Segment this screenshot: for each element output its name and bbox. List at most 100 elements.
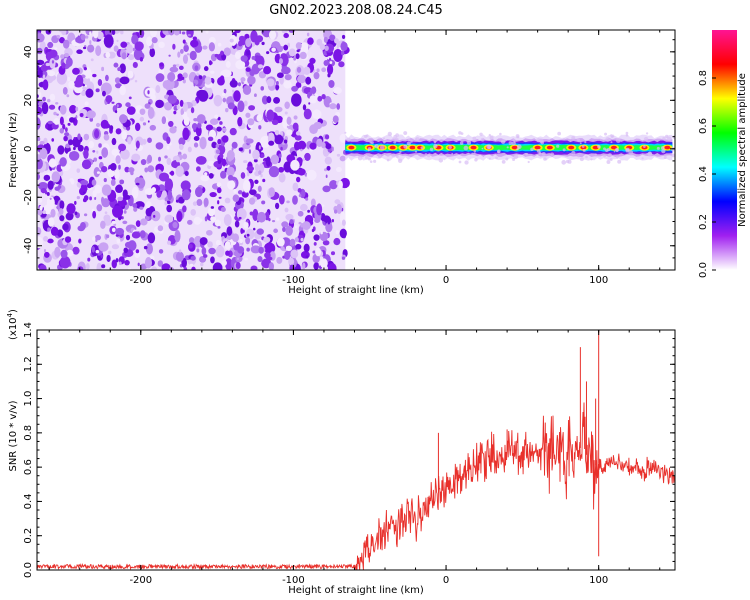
noise-speck [95,45,102,57]
noise-speck [331,218,335,223]
noise-speck [260,86,265,91]
noise-speck [119,114,128,124]
noise-speck [102,90,106,97]
noise-speck [179,48,184,54]
noise-speck [219,75,225,82]
noise-speck [317,95,323,102]
noise-speck [92,236,96,241]
noise-speck [182,72,188,79]
spectrogram-y-tick-label: 40 [23,45,34,58]
noise-speck [64,127,68,133]
noise-speck [115,227,125,236]
spectrogram-x-axis-label: Height of straight line (km) [288,285,424,296]
noise-speck [196,114,206,124]
signal-wisp [671,153,675,158]
noise-speck [114,77,121,84]
noise-speck [49,197,52,200]
noise-speck [179,99,184,107]
noise-speck [59,116,64,126]
noise-speck [292,122,299,131]
spectrogram-y-axis-label: Frequency (Hz) [8,112,19,188]
noise-speck [194,186,203,198]
spectrogram-y-tick-label: 20 [23,94,34,107]
noise-speck [331,146,334,152]
noise-speck [296,49,300,53]
noise-speck [219,154,224,159]
noise-speck [309,95,318,104]
noise-speck [211,78,214,82]
spectrogram-x-tick-label: -200 [129,275,152,286]
noise-speck [37,154,42,160]
noise-speck [157,225,164,232]
signal-wisp [429,147,434,151]
noise-speck [246,50,251,56]
noise-speck [66,203,76,215]
noise-speck [139,116,145,122]
noise-speck [182,79,186,84]
snr-y-tick-label: 1.2 [23,356,34,372]
noise-speck [166,204,173,213]
noise-speck [175,251,184,262]
noise-speck [339,133,347,143]
noise-speck [207,160,215,167]
noise-speck [76,196,80,200]
noise-speck [313,72,320,80]
noise-speck [268,140,275,146]
noise-speck [227,179,236,190]
noise-speck [75,74,84,87]
signal-wisp [448,145,452,149]
noise-speck [286,125,289,129]
noise-speck [135,220,141,228]
noise-speck [329,34,336,41]
noise-speck [257,185,262,192]
signal-wisp [511,141,516,146]
noise-speck [300,250,310,259]
noise-speck [334,38,339,44]
signal-wisp [386,158,390,162]
noise-speck [80,182,88,195]
noise-speck [224,197,231,204]
noise-speck [339,155,346,162]
signal-wisp [603,154,606,158]
noise-speck [121,130,128,140]
noise-speck [327,57,330,60]
noise-speck [341,50,345,56]
noise-speck [135,182,140,186]
noise-speck [56,113,59,116]
noise-speck [81,159,92,170]
noise-speck [146,36,153,47]
noise-speck [341,219,346,226]
noise-speck [127,70,134,79]
noise-speck [60,249,68,259]
signal-wisp [479,132,483,137]
noise-speck [295,243,302,250]
noise-speck [77,178,81,183]
noise-speck [205,30,209,34]
noise-speck [68,151,80,161]
noise-speck [190,255,196,261]
noise-speck [190,107,195,114]
signal-wisp [394,137,399,142]
noise-speck [116,238,121,244]
noise-speck [265,156,271,167]
noise-speck [213,94,223,107]
noise-speck [278,194,285,205]
signal-wisp [393,140,397,144]
noise-speck [266,96,272,104]
noise-speck [139,56,144,62]
noise-speck [46,191,50,196]
noise-speck [135,249,140,254]
signal-wisp [488,157,491,160]
noise-speck [199,136,207,150]
signal-wisp [556,144,560,148]
noise-speck [210,70,215,74]
noise-speck [37,117,41,130]
noise-speck [164,79,172,91]
signal-wisp [625,131,629,135]
noise-speck [167,30,175,36]
noise-speck [74,211,78,216]
noise-speck [312,109,322,120]
signal-wisp [667,136,672,142]
noise-speck [111,101,115,104]
noise-speck [223,214,232,226]
